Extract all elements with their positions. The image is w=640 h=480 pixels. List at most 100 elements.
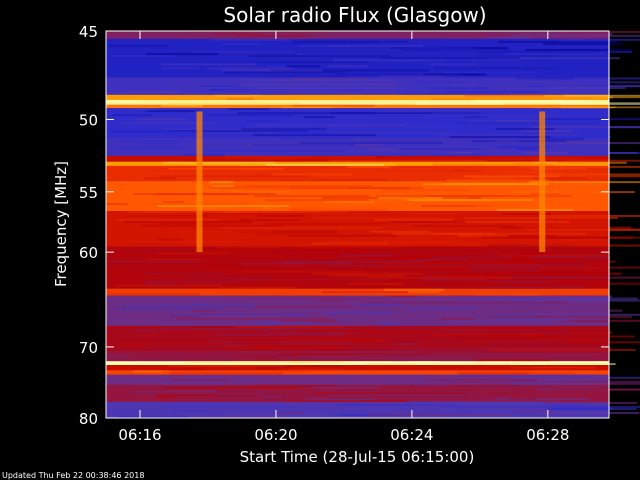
texture-cell xyxy=(128,415,287,418)
texture-cell xyxy=(279,353,426,356)
texture-cell xyxy=(232,191,294,194)
texture-cell xyxy=(509,366,574,369)
texture-cell xyxy=(290,187,410,190)
texture-cell xyxy=(447,203,587,206)
texture-cell xyxy=(473,274,551,277)
texture-cell xyxy=(542,401,637,404)
texture-cell xyxy=(327,240,450,243)
texture-cell xyxy=(539,118,640,121)
texture-cell xyxy=(135,118,187,121)
texture-cell xyxy=(169,315,194,318)
texture-cell xyxy=(462,73,487,76)
texture-cell xyxy=(374,218,454,221)
texture-cell xyxy=(207,67,294,70)
texture-cell xyxy=(168,368,204,371)
texture-cell xyxy=(556,38,640,41)
texture-cell xyxy=(186,361,314,364)
spectral-band-17 xyxy=(106,350,609,362)
texture-cell xyxy=(254,195,370,198)
texture-cell xyxy=(383,134,440,137)
texture-cell xyxy=(281,106,333,109)
texture-cell xyxy=(449,136,551,139)
texture-cell xyxy=(186,31,330,33)
texture-cell xyxy=(108,57,165,60)
texture-cell xyxy=(207,149,348,152)
texture-cell xyxy=(326,132,451,135)
texture-cell xyxy=(494,398,589,401)
texture-cell xyxy=(235,34,307,37)
texture-cell xyxy=(392,411,416,414)
texture-cell xyxy=(338,403,458,406)
texture-cell xyxy=(298,149,443,152)
x-tick-label-2: 06:24 xyxy=(390,426,433,444)
texture-cell xyxy=(441,317,474,320)
texture-cell xyxy=(280,61,335,64)
texture-cell xyxy=(110,55,176,58)
texture-cell xyxy=(440,409,467,412)
spectral-band-3 xyxy=(106,94,609,100)
texture-cell xyxy=(242,270,364,273)
texture-cell xyxy=(471,264,587,267)
texture-cell xyxy=(490,87,626,90)
texture-cell xyxy=(253,280,400,283)
x-axis: 06:16 06:20 06:24 06:28 xyxy=(118,31,569,444)
texture-cell xyxy=(387,295,418,298)
texture-cell xyxy=(480,272,623,275)
texture-cell xyxy=(322,290,438,294)
texture-cell xyxy=(429,75,538,78)
texture-cell xyxy=(495,313,640,316)
texture-cell xyxy=(282,260,424,263)
texture-cell xyxy=(267,153,414,156)
texture-cell xyxy=(156,252,229,255)
texture-cell xyxy=(311,242,389,245)
texture-cell xyxy=(539,191,635,194)
texture-cell xyxy=(370,230,430,233)
texture-cell xyxy=(255,366,291,369)
texture-cell xyxy=(564,159,640,162)
texture-cell xyxy=(466,339,594,342)
texture-cell xyxy=(270,69,429,72)
texture-cell xyxy=(471,140,567,143)
texture-cell xyxy=(206,114,294,117)
texture-cell xyxy=(521,130,572,133)
texture-cell xyxy=(463,175,559,178)
y-axis-label: Frequency [MHz] xyxy=(52,161,70,287)
texture-cell xyxy=(465,94,545,97)
texture-cell xyxy=(358,256,505,259)
texture-cell xyxy=(110,157,174,160)
texture-cell xyxy=(332,413,403,416)
texture-cell xyxy=(383,288,445,291)
texture-cell xyxy=(566,382,640,385)
texture-cell xyxy=(162,382,224,385)
texture-cell xyxy=(409,31,472,33)
texture-cell xyxy=(322,197,426,200)
texture-cell xyxy=(414,384,450,387)
texture-cell xyxy=(225,155,377,158)
y-tick-label-2: 55 xyxy=(79,184,98,202)
texture-cell xyxy=(530,167,587,170)
texture-cell xyxy=(497,146,550,149)
texture-cell xyxy=(145,272,222,275)
vertical-streak-1 xyxy=(539,111,546,253)
texture-cell xyxy=(183,153,226,156)
texture-cell xyxy=(297,329,442,332)
texture-cell xyxy=(535,315,632,318)
texture-cell xyxy=(529,181,640,184)
texture-cell xyxy=(108,359,236,362)
texture-cell xyxy=(506,276,640,279)
texture-cell xyxy=(138,142,178,145)
texture-cell xyxy=(435,232,587,235)
texture-cell xyxy=(509,36,588,39)
vertical-streak-0 xyxy=(196,111,203,253)
texture-cell xyxy=(400,167,486,170)
texture-cell xyxy=(303,116,335,119)
texture-cell xyxy=(347,165,391,168)
texture-cell xyxy=(109,130,235,133)
texture-cell xyxy=(482,347,611,350)
texture-cell xyxy=(555,405,640,408)
texture-cell xyxy=(237,355,298,358)
texture-cell xyxy=(257,214,305,217)
texture-cell xyxy=(491,301,567,304)
texture-cell xyxy=(430,333,544,336)
texture-cell xyxy=(433,163,555,166)
